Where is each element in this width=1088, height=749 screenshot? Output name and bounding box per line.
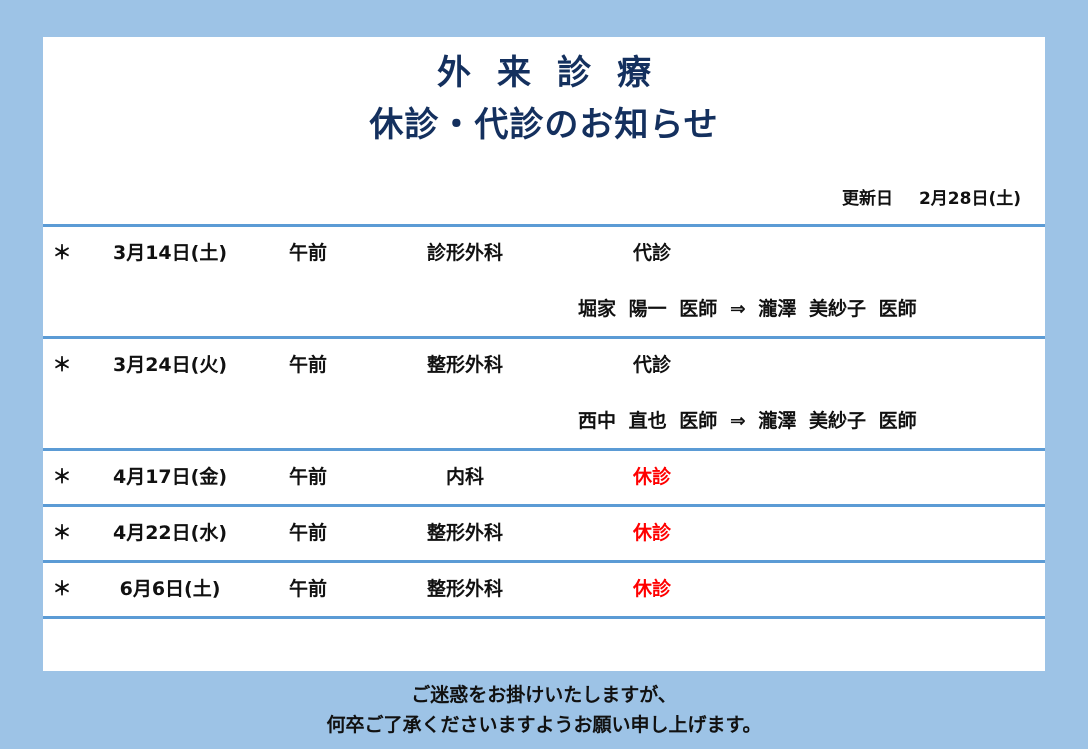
schedule-row: ＊ 4月17日(金) 午前 内科 休診 (43, 457, 1045, 497)
row-dept: 整形外科 (426, 578, 504, 600)
row-mark: ＊ (52, 578, 72, 600)
divider (43, 448, 1045, 451)
row-dept: 整形外科 (426, 354, 504, 376)
row-status: 休診 (632, 466, 672, 488)
row-date: 3月14日(土) (112, 242, 228, 264)
page-title: 外来診療 (437, 53, 677, 93)
divider (43, 336, 1045, 339)
row-dept: 診形外科 (426, 242, 504, 264)
row-mark: ＊ (52, 522, 72, 544)
row-date: 4月22日(水) (112, 522, 228, 544)
divider (43, 504, 1045, 507)
row-dept: 内科 (445, 466, 485, 488)
row-time: 午前 (288, 242, 328, 264)
row-time: 午前 (288, 466, 328, 488)
row-note: 西中 直也 医師 ⇒ 瀧澤 美紗子 医師 (578, 410, 917, 432)
divider (43, 616, 1045, 619)
schedule-row: ＊ 4月22日(水) 午前 整形外科 休診 (43, 513, 1045, 553)
row-status: 代診 (632, 242, 672, 264)
updated-value: 2月28日(土) (918, 189, 1021, 209)
footer-line-2: 何卒ご了承くださいますようお願い申し上げます。 (326, 714, 762, 736)
divider (43, 560, 1045, 563)
row-mark: ＊ (52, 466, 72, 488)
row-mark: ＊ (52, 354, 72, 376)
row-date: 4月17日(金) (112, 466, 228, 488)
row-note: 堀家 陽一 医師 ⇒ 瀧澤 美紗子 医師 (578, 298, 917, 320)
notice-panel: 外来診療 休診・代診のお知らせ 更新日 2月28日(土) ＊ 3月14日(土) 午… (43, 37, 1045, 671)
schedule-row: ＊ 6月6日(土) 午前 整形外科 休診 (43, 569, 1045, 609)
page-subtitle: 休診・代診のお知らせ (369, 105, 719, 145)
row-date: 3月24日(火) (112, 354, 228, 376)
row-time: 午前 (288, 354, 328, 376)
updated-label: 更新日 (841, 189, 893, 209)
row-status: 休診 (632, 578, 672, 600)
updated-date: 更新日 2月28日(土) (842, 184, 1021, 209)
row-status: 休診 (632, 522, 672, 544)
schedule-row: ＊ 3月14日(土) 午前 診形外科 代診 (43, 233, 1045, 273)
schedule-row: ＊ 3月24日(火) 午前 整形外科 代診 (43, 345, 1045, 385)
footer-line-1: ご迷惑をお掛けいたしますが、 (411, 684, 677, 706)
row-date: 6月6日(土) (119, 578, 221, 600)
row-dept: 整形外科 (426, 522, 504, 544)
row-status: 代診 (632, 354, 672, 376)
divider (43, 224, 1045, 227)
row-mark: ＊ (52, 242, 72, 264)
row-time: 午前 (288, 522, 328, 544)
row-time: 午前 (288, 578, 328, 600)
